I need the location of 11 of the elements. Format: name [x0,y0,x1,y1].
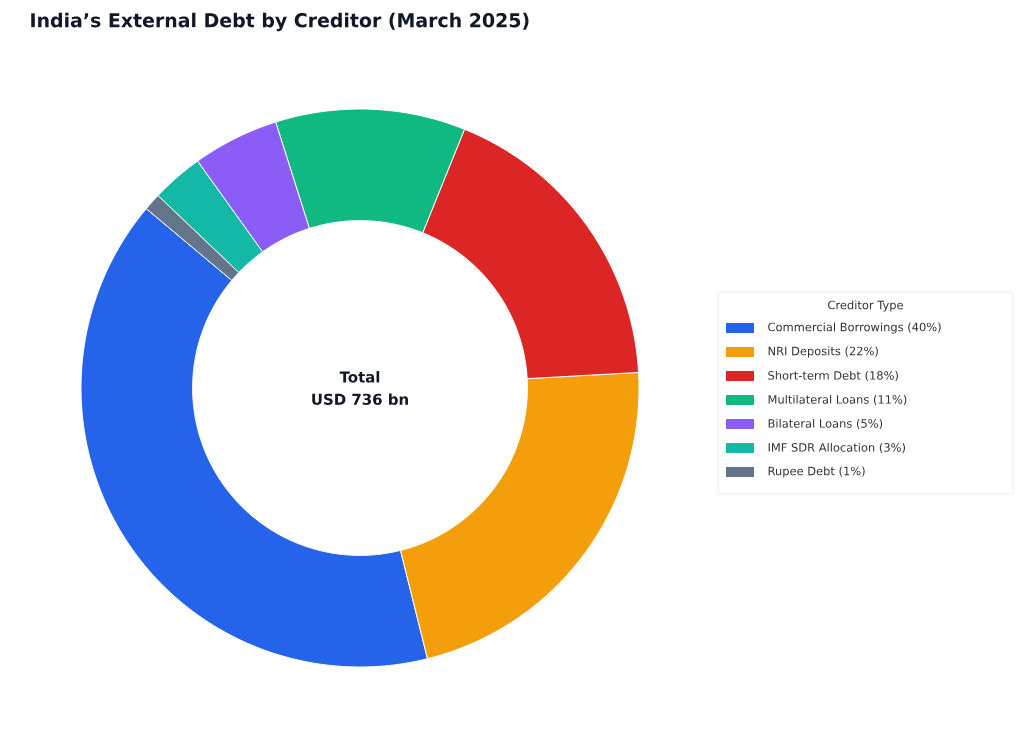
chart-title: India’s External Debt by Creditor (March 2025) [31,12,529,32]
text: USD 736 bn [312,393,408,405]
legend-label: Multilateral Loans (11%) [768,394,907,406]
legend-label: NRI Deposits (22%) [768,346,878,358]
legend-label: Bilateral Loans (5%) [768,418,883,430]
legend-label: Commercial Borrowings (40%) [768,322,941,334]
legend-label: IMF SDR Allocation (3%) [768,442,905,454]
legend-title: Creditor Type [828,300,903,312]
legend-label: Rupee Debt (1%) [768,466,865,478]
text: Total [339,371,380,383]
legend-label: Short-term Debt (18%) [768,370,898,382]
